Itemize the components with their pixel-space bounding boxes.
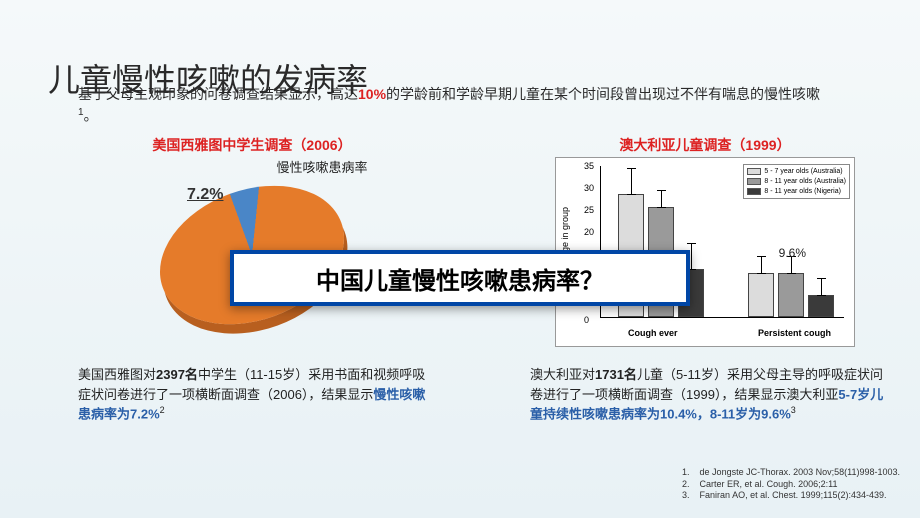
- rc-sup: 3: [791, 405, 796, 415]
- legend-label: 5 - 7 year olds (Australia): [764, 167, 842, 177]
- ref-number: 1.: [676, 467, 690, 479]
- left-caption: 美国西雅图对2397名中学生（11-15岁）采用书面和视频呼吸症状问卷进行了一项…: [78, 365, 438, 424]
- x-category: Persistent cough: [758, 328, 831, 338]
- ref-number: 3.: [676, 490, 690, 502]
- reference-item: 2. Carter ER, et al. Cough. 2006;2:11: [676, 479, 900, 491]
- legend-swatch: [747, 188, 761, 195]
- reference-item: 3. Faniran AO, et al. Chest. 1999;115(2):…: [676, 490, 900, 502]
- legend-row: 8 - 11 year olds (Nigeria): [747, 187, 846, 197]
- ref-text: de Jongste JC-Thorax. 2003 Nov;58(11)998…: [700, 467, 900, 477]
- right-column: 澳大利亚儿童调查（1999） Percentage in group 05101…: [530, 135, 880, 347]
- error-bar: [631, 168, 632, 194]
- lc-bold: 2397名: [156, 367, 198, 382]
- pie-label: 慢性咳嗽患病率: [202, 157, 442, 176]
- left-study-title: 美国西雅图中学生调查（2006）: [62, 135, 442, 155]
- y-tick: 0: [584, 315, 589, 325]
- intro-highlight: 10%: [358, 86, 386, 102]
- intro-text: 基于父母主观印象的问卷调查结果显示，高达10%的学龄前和学龄早期儿童在某个时间段…: [78, 84, 838, 127]
- error-bar: [761, 256, 762, 274]
- chart-legend: 5 - 7 year olds (Australia)8 - 11 year o…: [743, 164, 850, 199]
- left-column: 美国西雅图中学生调查（2006） 慢性咳嗽患病率 7.2%: [62, 135, 442, 340]
- intro-pre: 基于父母主观印象的问卷调查结果显示，高达: [78, 86, 358, 102]
- right-study-title: 澳大利亚儿童调查（1999）: [530, 135, 880, 155]
- right-caption: 澳大利亚对1731名儿童（5-11岁）采用父母主导的呼吸症状问卷进行了一项横断面…: [530, 365, 890, 424]
- ref-text: Faniran AO, et al. Chest. 1999;115(2):43…: [700, 490, 887, 500]
- legend-row: 5 - 7 year olds (Australia): [747, 167, 846, 177]
- legend-swatch: [747, 168, 761, 175]
- legend-row: 8 - 11 year olds (Australia): [747, 177, 846, 187]
- y-tick: 30: [584, 183, 594, 193]
- y-tick: 20: [584, 227, 594, 237]
- legend-swatch: [747, 178, 761, 185]
- legend-label: 8 - 11 year olds (Nigeria): [764, 187, 841, 197]
- intro-tail: 。: [84, 108, 98, 124]
- pie-percent: 7.2%: [187, 186, 223, 204]
- bar: [778, 273, 804, 317]
- y-tick: 25: [584, 205, 594, 215]
- legend-label: 8 - 11 year olds (Australia): [764, 177, 846, 187]
- overlay-banner: 中国儿童慢性咳嗽患病率？: [230, 250, 690, 306]
- x-category: Cough ever: [628, 328, 678, 338]
- reference-item: 1. de Jongste JC-Thorax. 2003 Nov;58(11)9…: [676, 467, 900, 479]
- bar: [808, 295, 834, 317]
- lc-sup: 2: [160, 405, 165, 415]
- references: 1. de Jongste JC-Thorax. 2003 Nov;58(11)9…: [676, 467, 900, 502]
- rc-bold: 1731名: [595, 367, 637, 382]
- ref-number: 2.: [676, 479, 690, 491]
- error-bar: [821, 278, 822, 296]
- x-axis: [600, 317, 844, 318]
- error-bar: [661, 190, 662, 208]
- bar: [748, 273, 774, 317]
- error-bar: [691, 243, 692, 269]
- ref-text: Carter ER, et al. Cough. 2006;2:11: [700, 479, 838, 489]
- intro-post: 的学龄前和学龄早期儿童在某个时间段曾出现过不伴有喘息的慢性咳嗽: [386, 86, 820, 102]
- lc-a: 美国西雅图对: [78, 367, 156, 382]
- chart-annotation: 9.6%: [779, 246, 806, 260]
- y-tick: 35: [584, 161, 594, 171]
- rc-a: 澳大利亚对: [530, 367, 595, 382]
